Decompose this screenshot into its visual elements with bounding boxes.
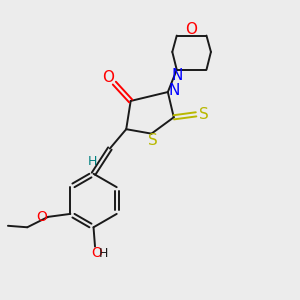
Text: O: O [91, 246, 102, 260]
Text: S: S [199, 107, 208, 122]
Text: S: S [148, 133, 158, 148]
Text: N: N [171, 68, 182, 82]
Text: H: H [88, 154, 97, 168]
Text: O: O [186, 22, 198, 37]
Text: O: O [36, 210, 47, 224]
Text: O: O [102, 70, 114, 85]
Text: H: H [99, 247, 109, 260]
Text: N: N [169, 83, 180, 98]
